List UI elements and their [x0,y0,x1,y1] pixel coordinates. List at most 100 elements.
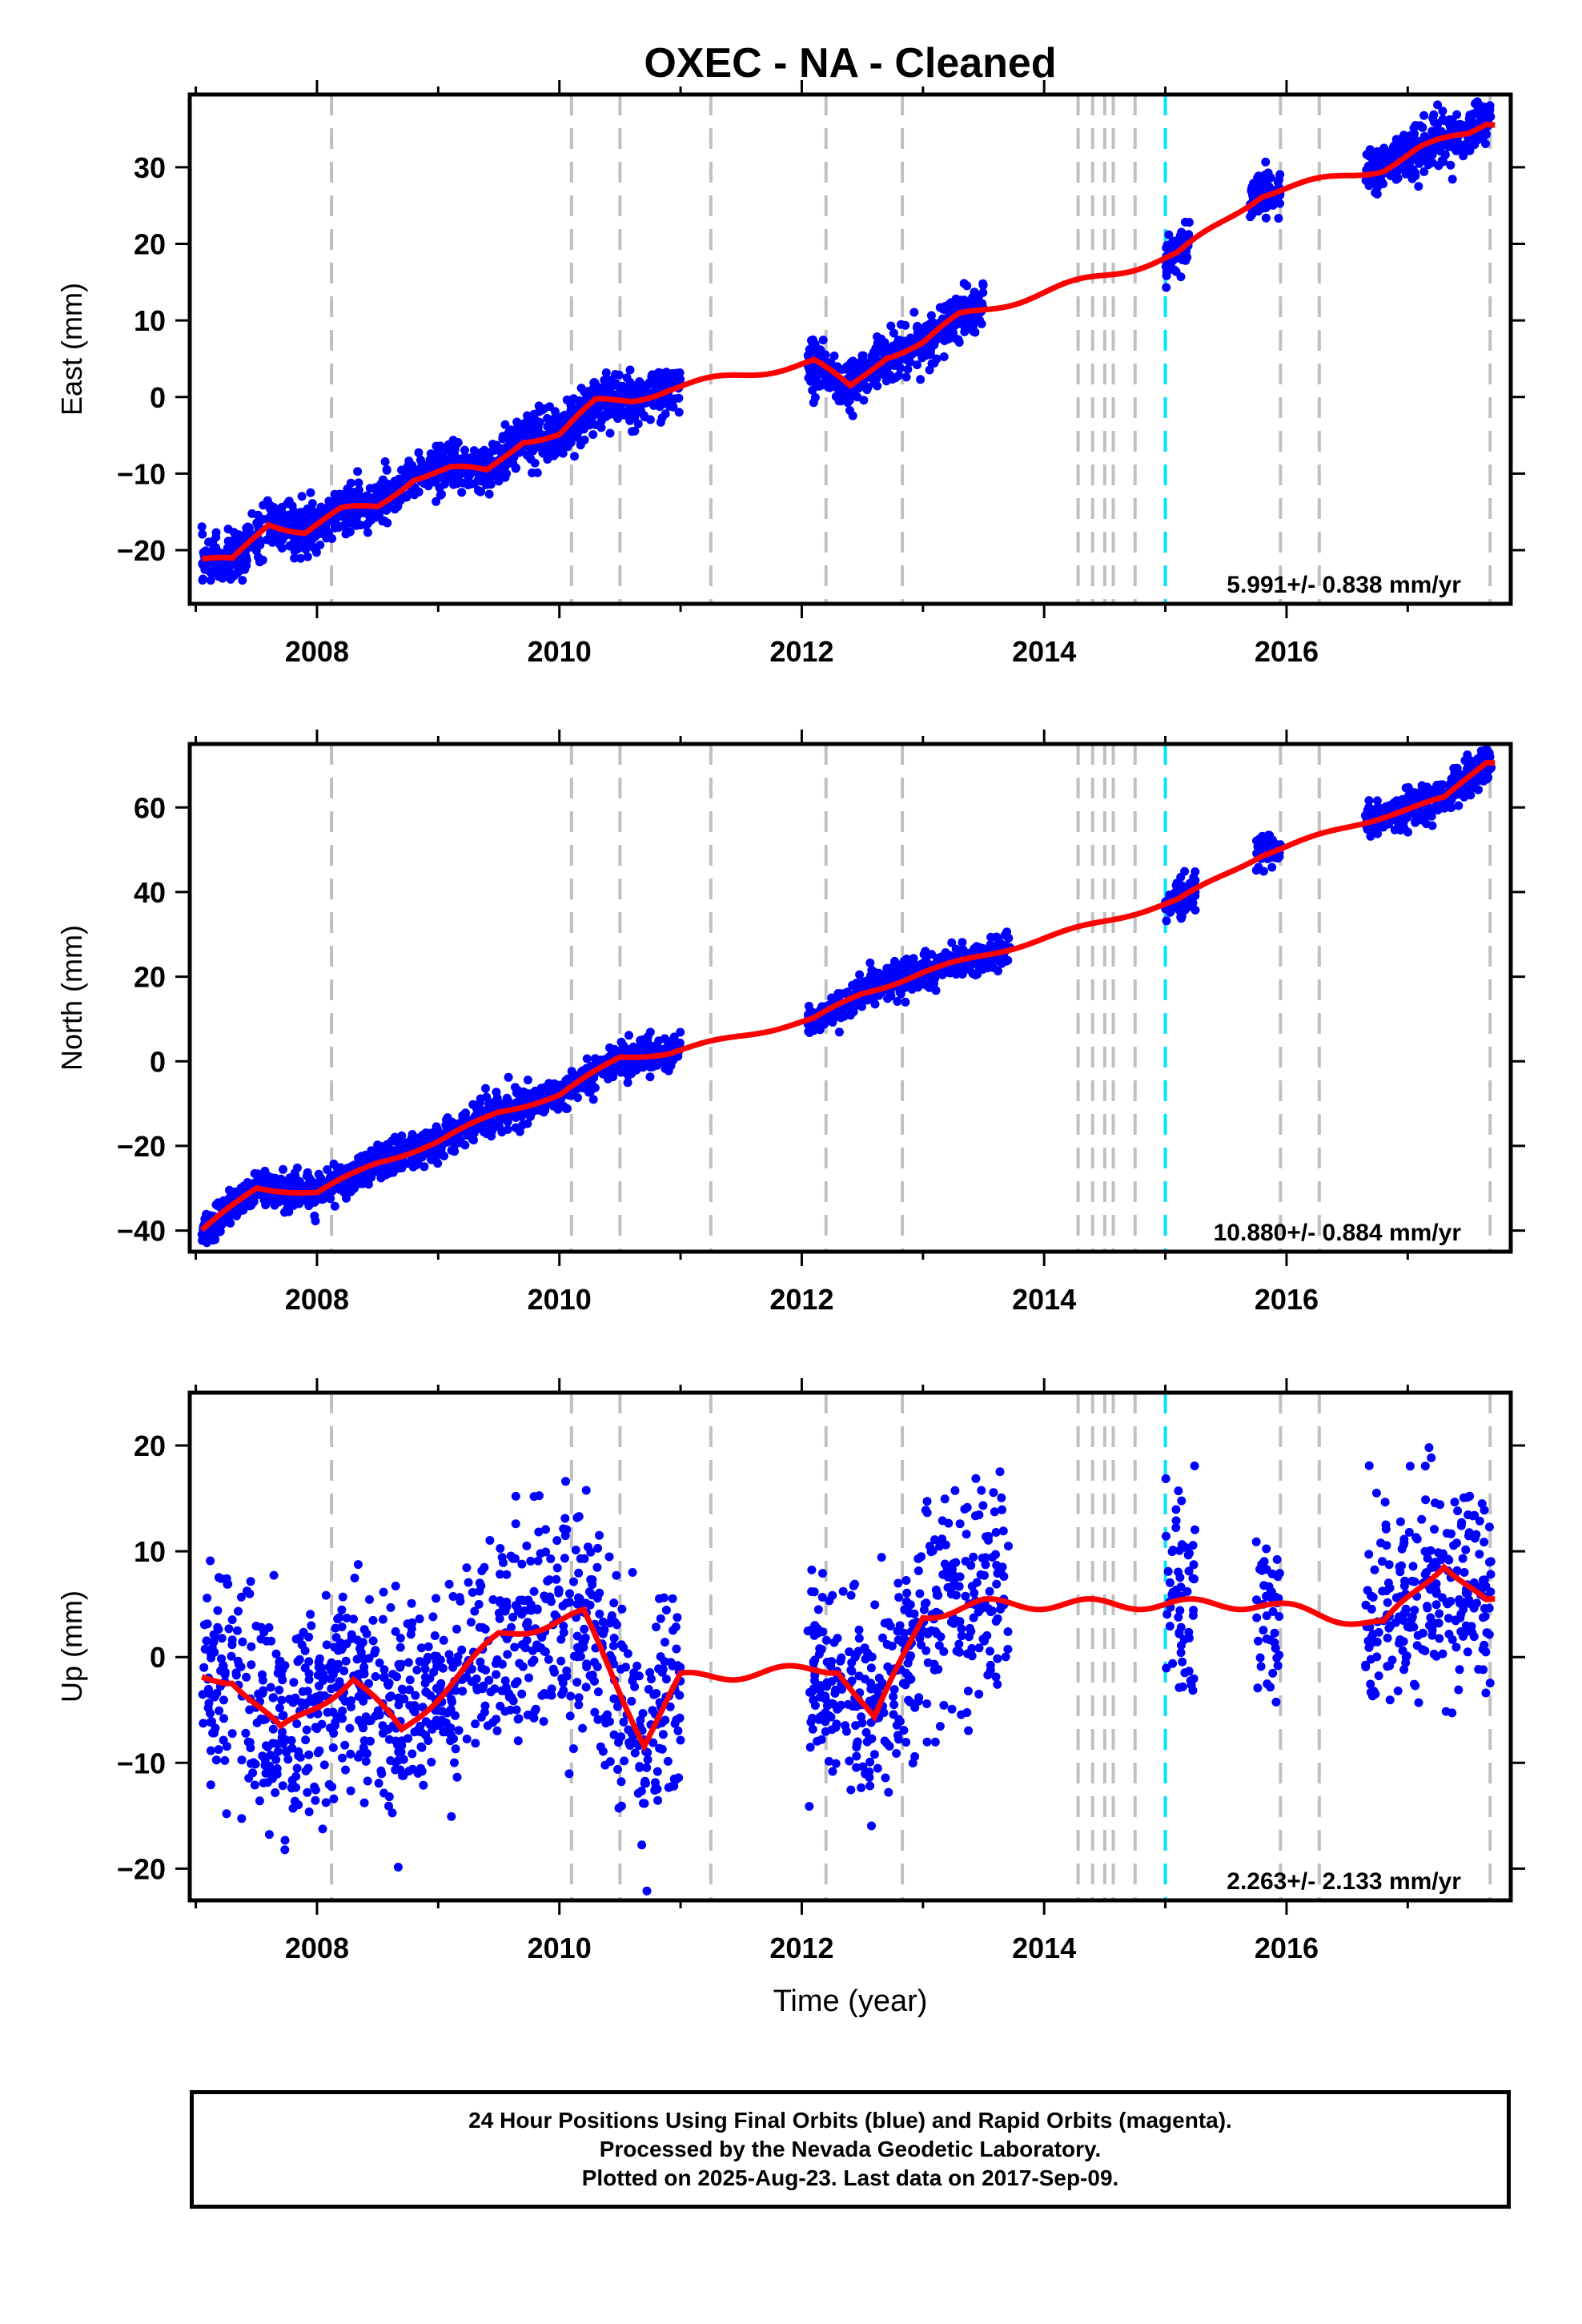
data-point [1183,230,1193,239]
data-point [543,455,552,464]
data-point [613,414,623,424]
data-point [291,518,301,528]
data-point [349,507,359,517]
data-point [424,481,433,491]
data-point [624,1031,633,1040]
data-point [894,960,904,970]
data-point [650,1044,660,1054]
data-point [457,1645,467,1655]
data-point [552,1574,561,1584]
data-point [1162,271,1171,280]
data-point [962,296,971,306]
data-point [485,476,495,485]
data-point [346,1187,355,1196]
data-point [652,1622,661,1632]
data-point [311,548,321,557]
data-point [543,444,552,454]
data-point [932,334,942,344]
data-point [284,1178,294,1188]
data-point [809,398,818,408]
data-point [1372,183,1382,192]
data-point [582,1054,592,1063]
data-point [275,1197,284,1207]
data-point [638,1035,648,1044]
data-point [468,1588,477,1597]
data-point [859,396,869,405]
data-point [460,445,469,455]
data-point [301,545,311,554]
data-point [211,528,221,537]
data-point [591,1054,600,1063]
data-point [1259,866,1268,876]
data-point [1403,782,1413,792]
data-point [676,1027,685,1037]
data-point [307,1176,315,1185]
data-point [829,352,839,360]
data-point [1177,914,1186,923]
data-point [349,1177,358,1187]
data-point [540,404,549,413]
data-point [917,976,927,986]
data-point [1164,230,1174,239]
data-point [365,1173,375,1183]
data-point [523,1076,532,1085]
data-point [584,1587,594,1597]
data-point [310,1211,319,1220]
data-point [1414,182,1423,191]
data-point [268,1724,278,1734]
data-point [627,1069,636,1079]
data-point [339,1667,349,1675]
data-point [601,389,611,399]
data-point [306,488,315,497]
data-point [324,528,333,537]
data-point [949,298,958,308]
data-point [345,1723,355,1733]
data-point [927,975,937,984]
model-fit-line [199,759,1496,1232]
data-point [640,1799,649,1808]
data-point [620,1756,629,1766]
data-point [363,519,372,529]
data-point [453,438,463,447]
y-tick-label: 0 [150,381,166,414]
data-point [601,368,611,377]
data-point [576,436,585,445]
data-point [211,1235,220,1244]
data-point [959,279,969,288]
data-point [669,402,678,412]
data-point [1260,203,1270,213]
x-tick-label: 2008 [285,1283,349,1316]
data-point [221,565,231,575]
data-point [387,1808,397,1818]
data-point [485,1536,495,1545]
data-point [611,370,620,379]
data-point [883,994,893,1003]
data-point [639,411,648,420]
data-point [225,1210,235,1219]
data-point [673,1613,682,1622]
data-point [280,1845,290,1855]
data-point [674,408,684,417]
data-point [198,529,207,539]
data-point [332,496,342,505]
data-point [808,1024,817,1034]
data-point [1415,121,1425,131]
data-point [1366,831,1375,841]
data-point [515,1127,524,1136]
data-point [329,1160,339,1168]
data-point [623,1078,632,1088]
data-point [1384,819,1393,829]
data-point [601,411,611,420]
data-point [886,321,896,331]
data-point [273,532,283,541]
data-point [353,1560,363,1570]
data-point [206,576,215,585]
data-point [1413,136,1423,146]
data-point [1452,110,1462,119]
data-point [609,1659,618,1669]
data-point [592,1662,602,1671]
data-point [921,947,930,956]
data-point [1162,283,1171,292]
data-point [585,1600,595,1610]
data-point [359,1798,369,1807]
